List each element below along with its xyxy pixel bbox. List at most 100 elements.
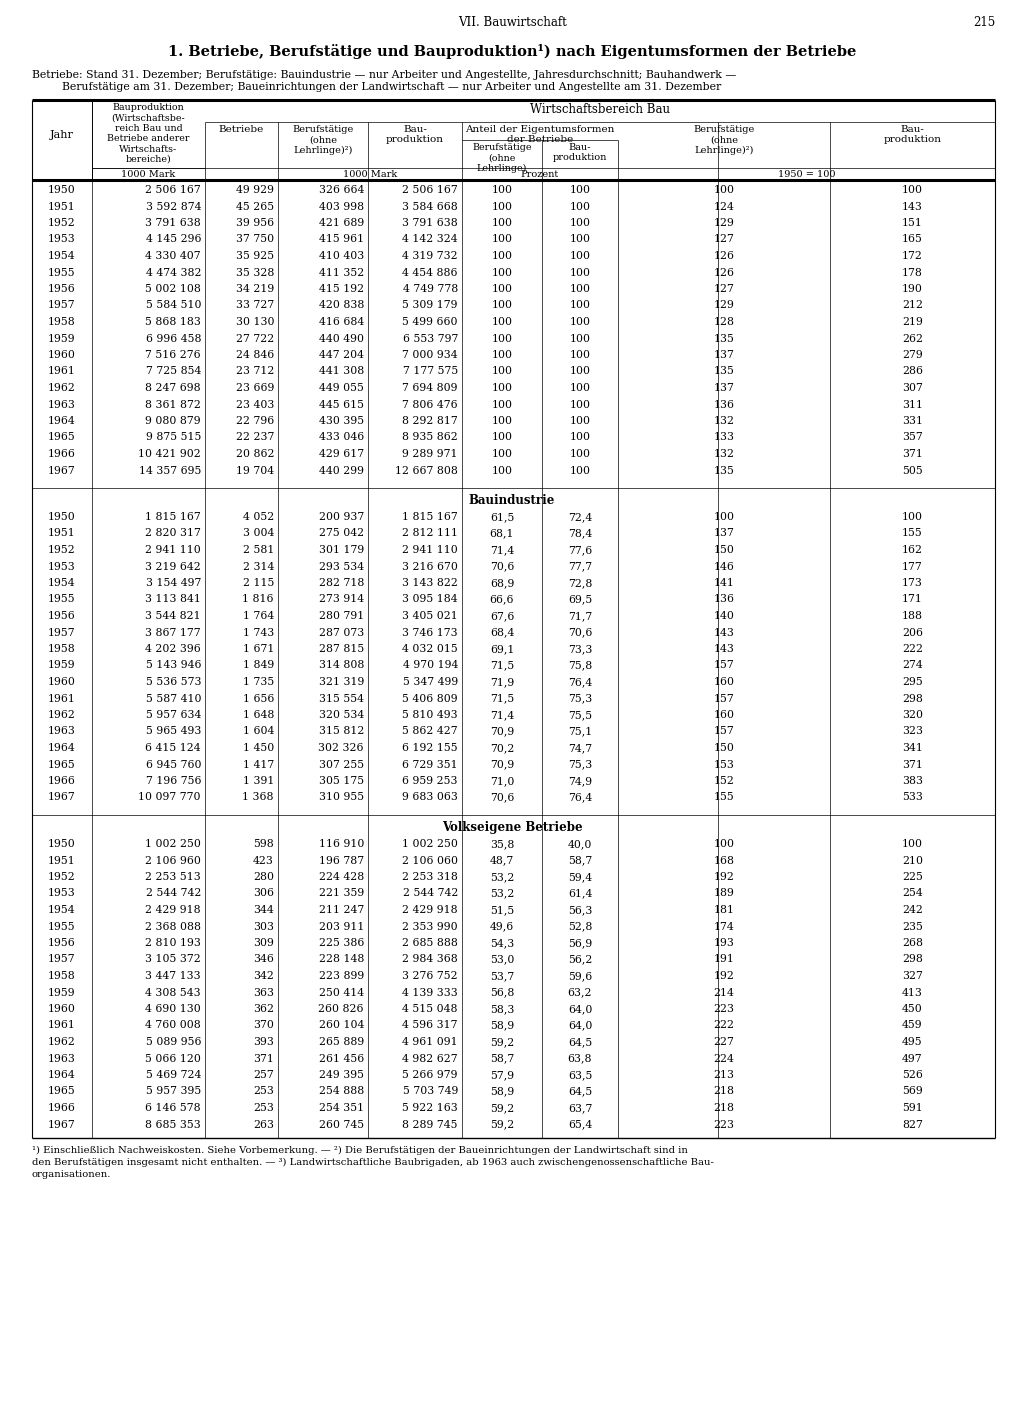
Text: 415 192: 415 192 <box>318 285 364 294</box>
Text: 4 474 382: 4 474 382 <box>145 268 201 278</box>
Text: 200 937: 200 937 <box>318 512 364 522</box>
Text: 331: 331 <box>902 416 923 426</box>
Text: 14 357 695: 14 357 695 <box>138 465 201 475</box>
Text: 20 862: 20 862 <box>236 449 274 458</box>
Text: 75,8: 75,8 <box>568 660 592 670</box>
Text: 1962: 1962 <box>48 383 76 393</box>
Text: 254 888: 254 888 <box>318 1087 364 1096</box>
Text: 49 929: 49 929 <box>236 185 274 195</box>
Text: 1961: 1961 <box>48 366 76 377</box>
Text: 5 066 120: 5 066 120 <box>145 1053 201 1064</box>
Text: 191: 191 <box>714 955 734 965</box>
Text: 127: 127 <box>714 234 734 244</box>
Text: 1954: 1954 <box>48 251 76 261</box>
Text: 370: 370 <box>253 1021 274 1030</box>
Text: 100: 100 <box>569 285 591 294</box>
Text: 1963: 1963 <box>48 1053 76 1064</box>
Text: 7 694 809: 7 694 809 <box>402 383 458 393</box>
Text: 61,4: 61,4 <box>568 889 592 899</box>
Text: 3 405 021: 3 405 021 <box>402 611 458 621</box>
Text: 254: 254 <box>902 889 923 899</box>
Text: 326 664: 326 664 <box>318 185 364 195</box>
Text: 1958: 1958 <box>48 644 76 653</box>
Text: 362: 362 <box>253 1004 274 1014</box>
Text: 3 105 372: 3 105 372 <box>145 955 201 965</box>
Text: 6 553 797: 6 553 797 <box>402 334 458 343</box>
Text: 314 808: 314 808 <box>318 660 364 670</box>
Text: 6 192 155: 6 192 155 <box>402 743 458 753</box>
Text: 137: 137 <box>714 350 734 360</box>
Text: 75,3: 75,3 <box>568 694 592 704</box>
Text: 2 506 167: 2 506 167 <box>402 185 458 195</box>
Text: 100: 100 <box>569 383 591 393</box>
Text: den Berufstätigen insgesamt nicht enthalten. — ³) Landwirtschaftliche Baubrigade: den Berufstätigen insgesamt nicht enthal… <box>32 1158 714 1166</box>
Text: 127: 127 <box>714 285 734 294</box>
Text: 5 703 749: 5 703 749 <box>402 1087 458 1096</box>
Text: 2 685 888: 2 685 888 <box>402 938 458 948</box>
Text: 6 959 253: 6 959 253 <box>402 775 458 787</box>
Text: 64,0: 64,0 <box>568 1004 592 1014</box>
Text: 8 685 353: 8 685 353 <box>145 1120 201 1130</box>
Text: 260 826: 260 826 <box>318 1004 364 1014</box>
Text: 100: 100 <box>714 838 734 850</box>
Text: 301 179: 301 179 <box>318 545 364 555</box>
Text: 5 469 724: 5 469 724 <box>145 1070 201 1080</box>
Text: Berufstätige
(ohne
Lehrlinge)²): Berufstätige (ohne Lehrlinge)²) <box>293 125 353 156</box>
Text: 100: 100 <box>492 350 512 360</box>
Text: 1961: 1961 <box>48 1021 76 1030</box>
Text: 39 956: 39 956 <box>236 217 274 229</box>
Text: Betriebe: Stand 31. Dezember; Berufstätige: Bauindustrie — nur Arbeiter und Ange: Betriebe: Stand 31. Dezember; Berufstäti… <box>32 70 736 80</box>
Text: 2 810 193: 2 810 193 <box>145 938 201 948</box>
Text: 155: 155 <box>714 792 734 802</box>
Text: 5 965 493: 5 965 493 <box>145 726 201 736</box>
Text: 100: 100 <box>714 512 734 522</box>
Text: 135: 135 <box>714 334 734 343</box>
Text: 100: 100 <box>492 285 512 294</box>
Text: 1966: 1966 <box>48 775 76 787</box>
Text: 320 534: 320 534 <box>318 709 364 721</box>
Text: 100: 100 <box>569 202 591 212</box>
Text: 1 656: 1 656 <box>243 694 274 704</box>
Text: 302 326: 302 326 <box>318 743 364 753</box>
Text: 100: 100 <box>492 449 512 458</box>
Text: 1 815 167: 1 815 167 <box>402 512 458 522</box>
Text: 8 935 862: 8 935 862 <box>402 432 458 443</box>
Text: 173: 173 <box>902 578 923 587</box>
Text: 69,1: 69,1 <box>489 644 514 653</box>
Text: 2 984 368: 2 984 368 <box>402 955 458 965</box>
Text: 3 143 822: 3 143 822 <box>402 578 458 587</box>
Text: 221 359: 221 359 <box>318 889 364 899</box>
Text: 5 922 163: 5 922 163 <box>402 1103 458 1113</box>
Text: 3 004: 3 004 <box>243 529 274 538</box>
Text: 1 002 250: 1 002 250 <box>402 838 458 850</box>
Text: 1. Betriebe, Berufstätige und Bauproduktion¹) nach Eigentumsformen der Betriebe: 1. Betriebe, Berufstätige und Bauprodukt… <box>168 43 856 59</box>
Text: 7 196 756: 7 196 756 <box>145 775 201 787</box>
Text: 71,5: 71,5 <box>489 660 514 670</box>
Text: 7 516 276: 7 516 276 <box>145 350 201 360</box>
Text: 371: 371 <box>902 760 923 770</box>
Text: 5 143 946: 5 143 946 <box>145 660 201 670</box>
Text: 2 106 060: 2 106 060 <box>402 855 458 865</box>
Text: 155: 155 <box>902 529 923 538</box>
Text: 63,2: 63,2 <box>567 987 592 997</box>
Text: 7 725 854: 7 725 854 <box>145 366 201 377</box>
Text: 63,5: 63,5 <box>568 1070 592 1080</box>
Text: 71,7: 71,7 <box>568 611 592 621</box>
Text: 1956: 1956 <box>48 285 76 294</box>
Text: 440 299: 440 299 <box>319 465 364 475</box>
Text: 40,0: 40,0 <box>568 838 592 850</box>
Text: 2 429 918: 2 429 918 <box>145 906 201 916</box>
Text: 6 729 351: 6 729 351 <box>402 760 458 770</box>
Text: 5 089 956: 5 089 956 <box>145 1037 201 1047</box>
Text: 260 104: 260 104 <box>318 1021 364 1030</box>
Text: 1954: 1954 <box>48 906 76 916</box>
Text: 1950 = 100: 1950 = 100 <box>778 170 836 179</box>
Text: 75,3: 75,3 <box>568 760 592 770</box>
Text: 598: 598 <box>253 838 274 850</box>
Text: 224 428: 224 428 <box>318 872 364 882</box>
Text: 1960: 1960 <box>48 1004 76 1014</box>
Text: 100: 100 <box>569 416 591 426</box>
Text: 1951: 1951 <box>48 855 76 865</box>
Text: 33 727: 33 727 <box>236 300 274 310</box>
Text: 1 671: 1 671 <box>243 644 274 653</box>
